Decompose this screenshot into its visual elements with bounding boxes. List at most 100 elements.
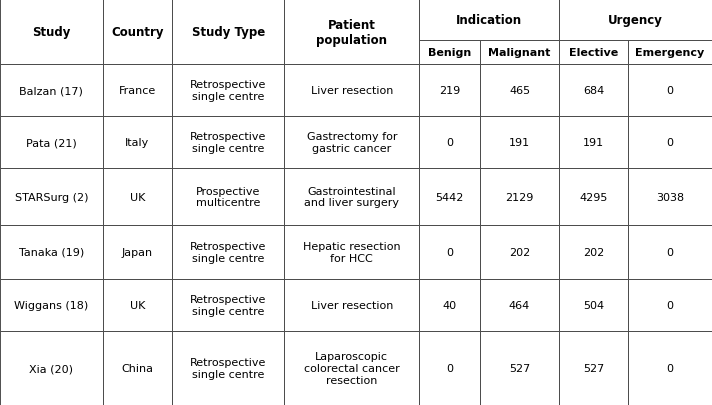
Bar [103, 225, 172, 279]
Text: 5442: 5442 [436, 192, 464, 202]
Text: China: China [122, 363, 154, 373]
Text: Xia (20): Xia (20) [29, 363, 73, 373]
Bar [480, 225, 559, 279]
Bar [559, 169, 628, 225]
Bar [0, 117, 103, 169]
Text: Italy: Italy [125, 138, 150, 148]
Bar [559, 0, 712, 41]
Bar [480, 169, 559, 225]
Bar [419, 117, 480, 169]
Bar [559, 279, 628, 331]
Text: Gastrectomy for
gastric cancer: Gastrectomy for gastric cancer [307, 132, 397, 154]
Text: 3038: 3038 [656, 192, 684, 202]
Bar [103, 331, 172, 405]
Bar [628, 65, 712, 117]
Text: 527: 527 [509, 363, 530, 373]
Text: 504: 504 [583, 301, 604, 310]
Text: France: France [119, 86, 156, 96]
Text: 0: 0 [666, 363, 674, 373]
Text: Pata (21): Pata (21) [26, 138, 77, 148]
Text: STARSurg (2): STARSurg (2) [14, 192, 88, 202]
Text: Elective: Elective [569, 48, 618, 58]
Bar [480, 331, 559, 405]
Bar [284, 225, 419, 279]
Bar [480, 41, 559, 65]
Bar [419, 331, 480, 405]
Text: Study: Study [32, 26, 70, 39]
Text: 465: 465 [509, 86, 530, 96]
Text: 0: 0 [666, 301, 674, 310]
Text: Retrospective
single centre: Retrospective single centre [190, 357, 266, 379]
Bar [284, 331, 419, 405]
Bar [419, 169, 480, 225]
Text: 4295: 4295 [580, 192, 608, 202]
Bar [628, 117, 712, 169]
Text: 40: 40 [443, 301, 456, 310]
Bar [0, 65, 103, 117]
Bar [0, 331, 103, 405]
Text: 219: 219 [439, 86, 460, 96]
Text: 0: 0 [446, 138, 453, 148]
Text: Retrospective
single centre: Retrospective single centre [190, 132, 266, 154]
Bar [172, 0, 284, 65]
Bar [628, 331, 712, 405]
Text: Retrospective
single centre: Retrospective single centre [190, 80, 266, 102]
Bar [103, 65, 172, 117]
Bar [559, 117, 628, 169]
Text: 191: 191 [509, 138, 530, 148]
Text: 0: 0 [666, 138, 674, 148]
Bar [559, 65, 628, 117]
Bar [284, 279, 419, 331]
Bar [559, 331, 628, 405]
Text: Prospective
multicentre: Prospective multicentre [196, 186, 261, 208]
Text: Malignant: Malignant [488, 48, 551, 58]
Text: Liver resection: Liver resection [310, 301, 393, 310]
Bar [284, 117, 419, 169]
Bar [103, 169, 172, 225]
Text: Retrospective
single centre: Retrospective single centre [190, 294, 266, 316]
Bar [628, 279, 712, 331]
Bar [284, 0, 419, 65]
Text: 684: 684 [583, 86, 604, 96]
Text: Benign: Benign [428, 48, 471, 58]
Bar [628, 169, 712, 225]
Text: Japan: Japan [122, 247, 153, 257]
Text: Hepatic resection
for HCC: Hepatic resection for HCC [303, 241, 401, 263]
Text: Emergency: Emergency [635, 48, 705, 58]
Bar [103, 0, 172, 65]
Text: 0: 0 [446, 247, 453, 257]
Text: 202: 202 [583, 247, 604, 257]
Bar [103, 117, 172, 169]
Text: 202: 202 [509, 247, 530, 257]
Text: Indication: Indication [456, 14, 523, 27]
Bar [559, 41, 628, 65]
Bar [0, 279, 103, 331]
Bar [0, 225, 103, 279]
Text: Gastrointestinal
and liver surgery: Gastrointestinal and liver surgery [304, 186, 399, 208]
Bar [419, 0, 559, 41]
Bar [284, 65, 419, 117]
Text: 0: 0 [446, 363, 453, 373]
Bar [172, 331, 284, 405]
Text: 0: 0 [666, 86, 674, 96]
Text: Wiggans (18): Wiggans (18) [14, 301, 88, 310]
Bar [480, 279, 559, 331]
Bar [419, 225, 480, 279]
Text: Patient
population: Patient population [316, 19, 387, 47]
Text: 191: 191 [583, 138, 604, 148]
Bar [419, 279, 480, 331]
Bar [628, 41, 712, 65]
Bar [628, 225, 712, 279]
Text: 0: 0 [666, 247, 674, 257]
Bar [0, 0, 103, 65]
Bar [559, 225, 628, 279]
Text: 2129: 2129 [506, 192, 534, 202]
Bar [419, 65, 480, 117]
Text: UK: UK [130, 301, 145, 310]
Text: Country: Country [111, 26, 164, 39]
Text: Study Type: Study Type [192, 26, 265, 39]
Bar [480, 117, 559, 169]
Text: 464: 464 [509, 301, 530, 310]
Text: Balzan (17): Balzan (17) [19, 86, 83, 96]
Bar [480, 65, 559, 117]
